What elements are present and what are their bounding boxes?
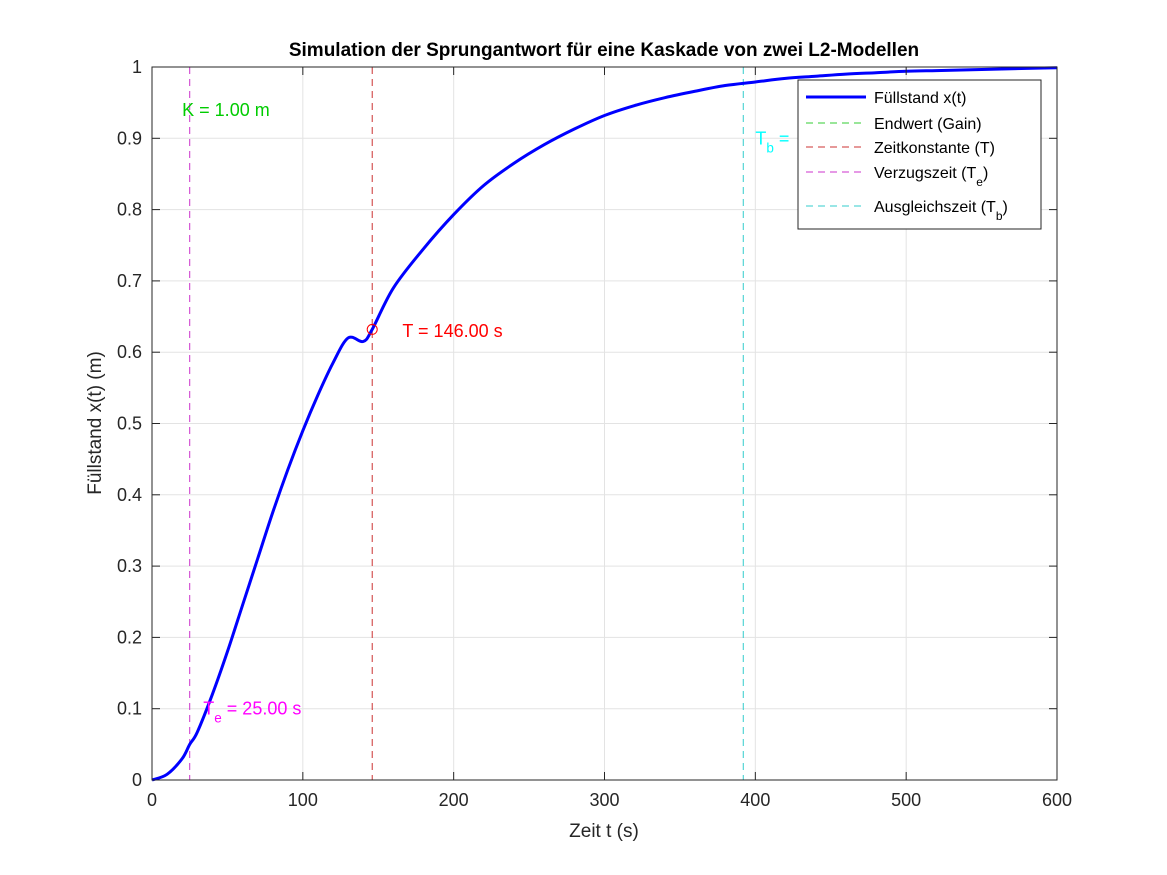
annotation-tb-tail: =	[774, 128, 790, 148]
legend-label-3: Verzugszeit (Te)	[874, 165, 988, 189]
legend-box	[797, 79, 1042, 230]
annotations: K = 1.00 mT = 146.00 sTe = 25.00 sTb =	[182, 100, 789, 726]
legend-label-3-main: Verzugszeit (T	[874, 165, 976, 182]
legend: Füllstand x(t) Endwert (Gain) Zeitkonstant…	[797, 79, 1042, 230]
legend-label-1: Endwert (Gain)	[874, 116, 982, 133]
axis-ticks: 0 100 200 300 400 500 600 0 0.1 0.2 0.3 0.4 0.5 0.6 0.…	[117, 57, 1072, 810]
chart-title: Simulation der Sprungantwort für eine Ka…	[289, 40, 919, 61]
annotation-gain: K = 1.00 m	[182, 100, 270, 120]
annotation-tb-main: T	[755, 128, 766, 148]
x-tick-label: 400	[740, 790, 770, 810]
annotation-tb: Tb =	[755, 128, 789, 155]
x-tick-label: 200	[439, 790, 469, 810]
legend-label-4-tail: )	[1003, 199, 1008, 216]
annotation-tconst: T = 146.00 s	[402, 321, 502, 341]
y-tick-label: 0.8	[117, 200, 142, 220]
legend-label-4-main: Ausgleichszeit (T	[874, 199, 996, 216]
y-tick-label: 0.6	[117, 342, 142, 362]
annotation-te: Te = 25.00 s	[203, 699, 301, 726]
series-line-fuellstand	[151, 66, 1058, 782]
legend-label-4: Ausgleichszeit (Tb)	[874, 199, 1008, 223]
legend-label-3-subscript: e	[976, 175, 983, 189]
y-tick-label: 1	[132, 57, 142, 77]
y-tick-label: 0.7	[117, 271, 142, 291]
annotation-te-tail: = 25.00 s	[222, 699, 302, 719]
annotation-te-main: T	[203, 699, 214, 719]
y-axis-label: Füllstand x(t) (m)	[85, 351, 106, 495]
x-tick-label: 500	[891, 790, 921, 810]
y-tick-label: 0.1	[117, 699, 142, 719]
y-tick-label: 0.2	[117, 627, 142, 647]
legend-label-0: Füllstand x(t)	[874, 90, 966, 107]
annotation-tb-subscript: b	[766, 140, 774, 155]
time-constant-marker	[366, 323, 378, 335]
y-tick-label: 0.3	[117, 556, 142, 576]
x-tick-label: 100	[288, 790, 318, 810]
annotation-te-subscript: e	[214, 711, 222, 726]
legend-label-2: Zeitkonstante (T)	[874, 140, 995, 157]
x-tick-label: 300	[589, 790, 619, 810]
x-tick-label: 0	[147, 790, 157, 810]
x-tick-label: 600	[1042, 790, 1072, 810]
y-tick-label: 0.4	[117, 485, 142, 505]
x-axis-label: Zeit t (s)	[569, 821, 639, 842]
y-tick-label: 0	[132, 770, 142, 790]
y-tick-label: 0.5	[117, 414, 142, 434]
legend-label-3-tail: )	[983, 165, 988, 182]
y-tick-label: 0.9	[117, 128, 142, 148]
legend-label-4-subscript: b	[996, 209, 1003, 223]
